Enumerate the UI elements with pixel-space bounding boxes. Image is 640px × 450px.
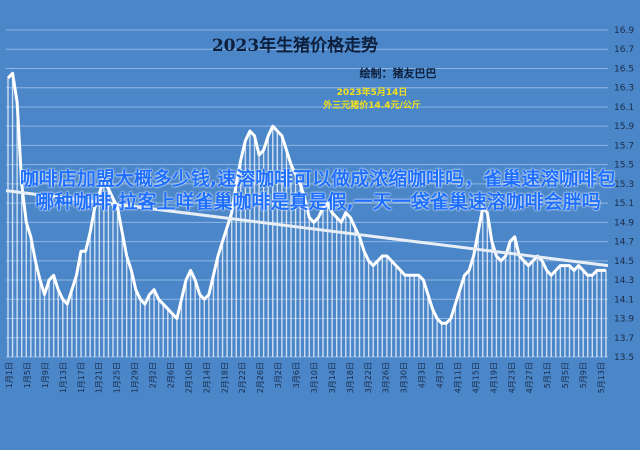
- x-tick-label: 2月18日: [220, 362, 229, 393]
- annotation-date: 2023年5月14日: [337, 86, 408, 98]
- x-tick-label: 1月21日: [95, 362, 104, 393]
- x-tick-label: 1月5日: [23, 362, 32, 388]
- y-tick-label: 16.1: [614, 103, 634, 113]
- x-tick-label: 4月3日: [418, 362, 427, 388]
- y-tick-label: 13.5: [614, 353, 634, 363]
- bar-layer: [7, 73, 607, 357]
- x-tick-label: 1月17日: [77, 362, 86, 393]
- x-tick-label: 5月9日: [579, 362, 588, 388]
- x-tick-label: 1月9日: [41, 362, 50, 388]
- y-tick-label: 15.3: [614, 180, 634, 190]
- x-tick-label: 4月15日: [471, 362, 480, 393]
- y-tick-label: 13.7: [614, 334, 634, 344]
- y-tick-label: 14.3: [614, 276, 634, 286]
- x-tick-label: 1月29日: [131, 362, 140, 393]
- line-layer: [5, 71, 609, 325]
- y-tick-label: 13.9: [614, 315, 634, 325]
- x-tick-label: 5月5日: [561, 362, 570, 388]
- grid-layer: [6, 29, 608, 358]
- y-axis: 13.5 13.7 13.9 14.1 14.3 14.5 14.7 14.9 15.1 15.3…: [614, 26, 634, 363]
- y-tick-label: 14.5: [614, 257, 634, 267]
- x-tick-label: 1月1日: [5, 362, 14, 388]
- y-tick-label: 16.7: [614, 45, 634, 55]
- y-tick-label: 14.9: [614, 218, 634, 228]
- x-tick-label: 2月2日: [149, 362, 158, 388]
- y-tick-label: 16.5: [614, 64, 634, 74]
- x-tick-label: 1月13日: [59, 362, 68, 393]
- x-axis: 1月1日 1月5日 1月9日 1月13日 1月17日 1月21日 1月25日 1月29日 2月2…: [5, 362, 606, 393]
- x-tick-label: 4月23日: [507, 362, 516, 393]
- x-tick-label: 2月10日: [184, 362, 193, 393]
- x-tick-label: 5月1日: [543, 362, 552, 388]
- x-tick-label: 3月18日: [346, 362, 355, 393]
- x-tick-label: 2月6日: [166, 362, 175, 388]
- y-tick-label: 14.7: [614, 238, 634, 248]
- x-tick-label: 3月22日: [364, 362, 373, 393]
- x-tick-label: 4月19日: [489, 362, 498, 393]
- y-tick-label: 16.3: [614, 84, 634, 94]
- x-tick-label: 3月30日: [400, 362, 409, 393]
- x-tick-label: 1月25日: [113, 362, 122, 393]
- x-tick-label: 4月7日: [436, 362, 445, 388]
- y-tick-label: 15.5: [614, 161, 634, 171]
- y-tick-label: 14.1: [614, 295, 634, 305]
- trendline: [5, 189, 609, 268]
- x-tick-label: 5月13日: [597, 362, 606, 393]
- y-tick-label: 15.9: [614, 122, 634, 132]
- x-tick-label: 2月26日: [256, 362, 265, 393]
- x-tick-label: 3月14日: [328, 362, 337, 393]
- x-tick-label: 3月6日: [292, 362, 301, 388]
- x-tick-label: 2月14日: [202, 362, 211, 393]
- x-tick-label: 4月11日: [453, 362, 462, 393]
- overlay-text: 咖啡店加盟大概多少钱,速溶咖啡可以做成浓缩咖啡吗，雀巢速溶咖啡包哪种咖啡,拉客上…: [19, 168, 617, 213]
- chart-title: 2023年生猪价格走势: [212, 35, 378, 56]
- x-tick-label: 4月27日: [525, 362, 534, 393]
- chart-credit: 绘制：猪友巴巴: [360, 66, 437, 80]
- x-tick-label: 3月10日: [310, 362, 319, 393]
- x-tick-label: 3月2日: [274, 362, 283, 388]
- x-tick-label: 3月26日: [382, 362, 391, 393]
- annotation-price: 外三元猪价14.4元/公斤: [322, 99, 421, 111]
- y-tick-label: 15.1: [614, 199, 634, 209]
- y-tick-label: 16.9: [614, 26, 634, 36]
- x-tick-label: 2月22日: [238, 362, 247, 393]
- y-tick-label: 15.7: [614, 141, 634, 151]
